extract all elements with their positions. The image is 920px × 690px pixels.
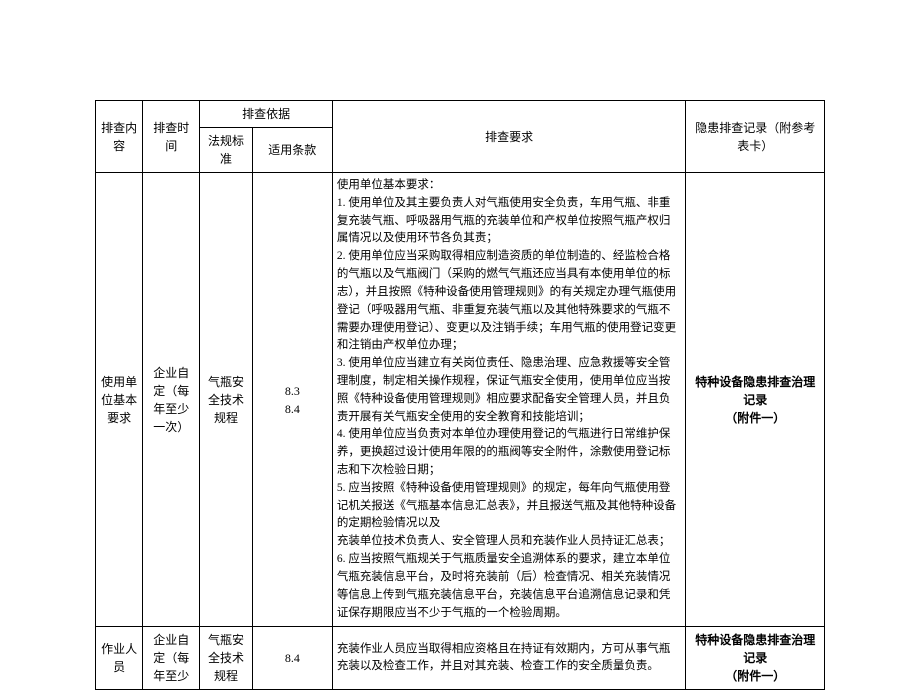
cell-record: 特种设备隐患排查治理记录 （附件一） [686, 173, 825, 627]
req-item: 5. 应当按照《特种设备使用管理规则》的规定，每年向气瓶使用登记机关报送《气瓶基… [337, 482, 676, 530]
inspection-table: 排查内容 排查时间 排查依据 排查要求 隐患排查记录（附参考表卡） 法规标准 适… [95, 100, 825, 690]
req-item: 2. 使用单位应当采购取得相应制造资质的单位制造的、经监检合格的气瓶以及气瓶阀门… [337, 250, 676, 351]
table-row: 使用单位基本要求 企业自定（每年至少一次） 气瓶安全技术规程 8.3 8.4 使… [96, 173, 825, 627]
cell-clause: 8.4 [252, 627, 332, 690]
cell-requirement: 使用单位基本要求： 1. 使用单位及其主要负责人对气瓶使用安全负责，车用气瓶、非… [332, 173, 686, 627]
table-header-row: 排查内容 排查时间 排查依据 排查要求 隐患排查记录（附参考表卡） [96, 101, 825, 128]
req-item: 4. 使用单位应当负责对本单位办理使用登记的气瓶进行日常维护保养，更换超过设计使… [337, 428, 671, 476]
cell-content: 使用单位基本要求 [96, 173, 143, 627]
cell-content: 作业人员 [96, 627, 143, 690]
req-item: 1. 使用单位及其主要负责人对气瓶使用安全负责，车用气瓶、非重复充装气瓶、呼吸器… [337, 197, 671, 245]
record-annex: （附件一） [725, 669, 785, 683]
cell-std: 气瓶安全技术规程 [200, 627, 252, 690]
clause-text: 8.3 [285, 384, 300, 398]
cell-time: 企业自定（每年至少 [143, 627, 200, 690]
hdr-time: 排查时间 [143, 101, 200, 173]
record-title: 特种设备隐患排查治理记录 [695, 375, 815, 407]
record-title: 特种设备隐患排查治理记录 [695, 633, 815, 665]
document-page: 排查内容 排查时间 排查依据 排查要求 隐患排查记录（附参考表卡） 法规标准 适… [0, 0, 920, 690]
req-title: 使用单位基本要求： [337, 179, 441, 191]
req-item: 3. 使用单位应当建立有关岗位责任、隐患治理、应急救援等安全管理制度，制定相关操… [337, 357, 671, 422]
hdr-standard: 法规标准 [200, 128, 252, 173]
cell-std: 气瓶安全技术规程 [200, 173, 252, 627]
cell-requirement: 充装作业人员应当取得相应资格且在持证有效期内，方可从事气瓶充装以及检查工作，并且… [332, 627, 686, 690]
req-item: 充装单位技术负责人、安全管理人员和充装作业人员持证汇总表； [337, 535, 671, 547]
hdr-clause: 适用条款 [252, 128, 332, 173]
req-item: 6. 应当按照气瓶规关于气瓶质量安全追溯体系的要求，建立本单位气瓶充装信息平台，… [337, 553, 671, 618]
hdr-basis-group: 排查依据 [200, 101, 333, 128]
hdr-content: 排查内容 [96, 101, 143, 173]
hdr-record: 隐患排查记录（附参考表卡） [686, 101, 825, 173]
hdr-requirement: 排查要求 [332, 101, 686, 173]
record-annex: （附件一） [725, 411, 785, 425]
table-row: 作业人员 企业自定（每年至少 气瓶安全技术规程 8.4 充装作业人员应当取得相应… [96, 627, 825, 690]
cell-time: 企业自定（每年至少一次） [143, 173, 200, 627]
cell-clause: 8.3 8.4 [252, 173, 332, 627]
clause-text: 8.4 [285, 402, 300, 416]
cell-record: 特种设备隐患排查治理记录 （附件一） [686, 627, 825, 690]
